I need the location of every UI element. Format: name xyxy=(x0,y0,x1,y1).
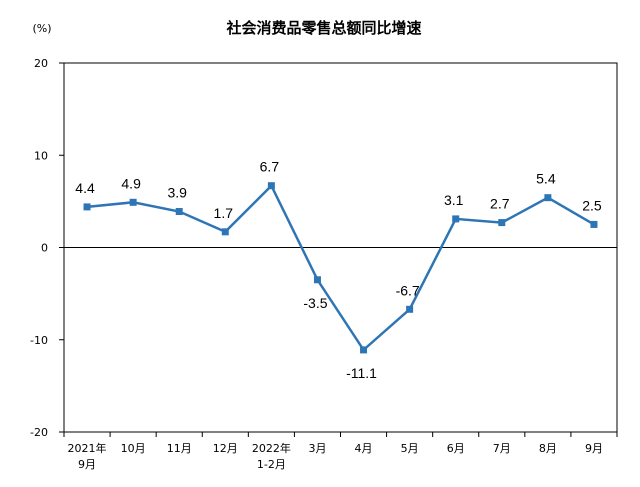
x-tick-label: 12月 xyxy=(213,442,238,455)
data-point-marker xyxy=(360,346,367,353)
data-label: 4.4 xyxy=(75,180,95,196)
y-tick-label: -20 xyxy=(30,426,48,439)
x-tick-label: 1-2月 xyxy=(257,458,286,471)
data-point-marker xyxy=(452,215,459,222)
data-label: 5.4 xyxy=(536,171,556,187)
x-tick-label: 2022年 xyxy=(252,441,291,455)
data-point-marker xyxy=(406,306,413,313)
x-tick-label: 11月 xyxy=(167,442,192,455)
data-label: -6.7 xyxy=(396,282,420,298)
y-tick-label: -10 xyxy=(30,334,48,347)
data-point-marker xyxy=(544,194,551,201)
x-tick-label: 4月 xyxy=(355,442,373,455)
x-tick-label: 9月 xyxy=(585,442,603,455)
chart-title: 社会消费品零售总额同比增速 xyxy=(225,19,421,37)
data-label: -11.1 xyxy=(346,365,377,381)
data-point-marker xyxy=(498,219,505,226)
y-tick-label: 20 xyxy=(34,57,48,70)
x-tick-label: 3月 xyxy=(308,442,326,455)
data-label: 3.9 xyxy=(167,185,187,201)
x-tick-label: 6月 xyxy=(447,442,465,455)
x-tick-label: 2021年 xyxy=(68,441,107,455)
y-axis-unit: (%) xyxy=(32,22,51,35)
x-tick-label: 7月 xyxy=(493,442,511,455)
data-label: -3.5 xyxy=(303,295,327,311)
y-tick-label: 0 xyxy=(41,242,48,255)
y-axis: 20 10 0 -10 -20 xyxy=(30,57,64,439)
data-label: 1.7 xyxy=(214,205,234,221)
data-point-marker xyxy=(590,221,597,228)
data-label: 2.5 xyxy=(582,197,602,213)
data-point-marker xyxy=(222,228,229,235)
data-point-marker xyxy=(314,276,321,283)
series-line xyxy=(87,186,594,350)
y-tick-label: 10 xyxy=(34,149,48,162)
data-label: 6.7 xyxy=(260,159,280,175)
x-tick-label: 5月 xyxy=(401,442,419,455)
data-label: 3.1 xyxy=(444,192,464,208)
x-tick-label: 10月 xyxy=(121,442,146,455)
data-labels: 4.4 4.9 3.9 1.7 6.7 -3.5 -11.1 -6.7 3.1 2.7 5.4 2.5 xyxy=(75,159,602,381)
data-label: 2.7 xyxy=(490,196,510,212)
data-point-marker xyxy=(268,182,275,189)
data-label: 4.9 xyxy=(121,175,141,191)
x-tick-label: 9月 xyxy=(78,458,96,471)
x-tick-label: 8月 xyxy=(539,442,557,455)
data-point-marker xyxy=(176,208,183,215)
data-point-marker xyxy=(130,199,137,206)
data-point-marker xyxy=(84,203,91,210)
x-axis: 2021年 9月 10月 11月 12月 2022年 1-2月 3月 4月 5月 6月 7月 8月 9月 xyxy=(64,432,617,471)
